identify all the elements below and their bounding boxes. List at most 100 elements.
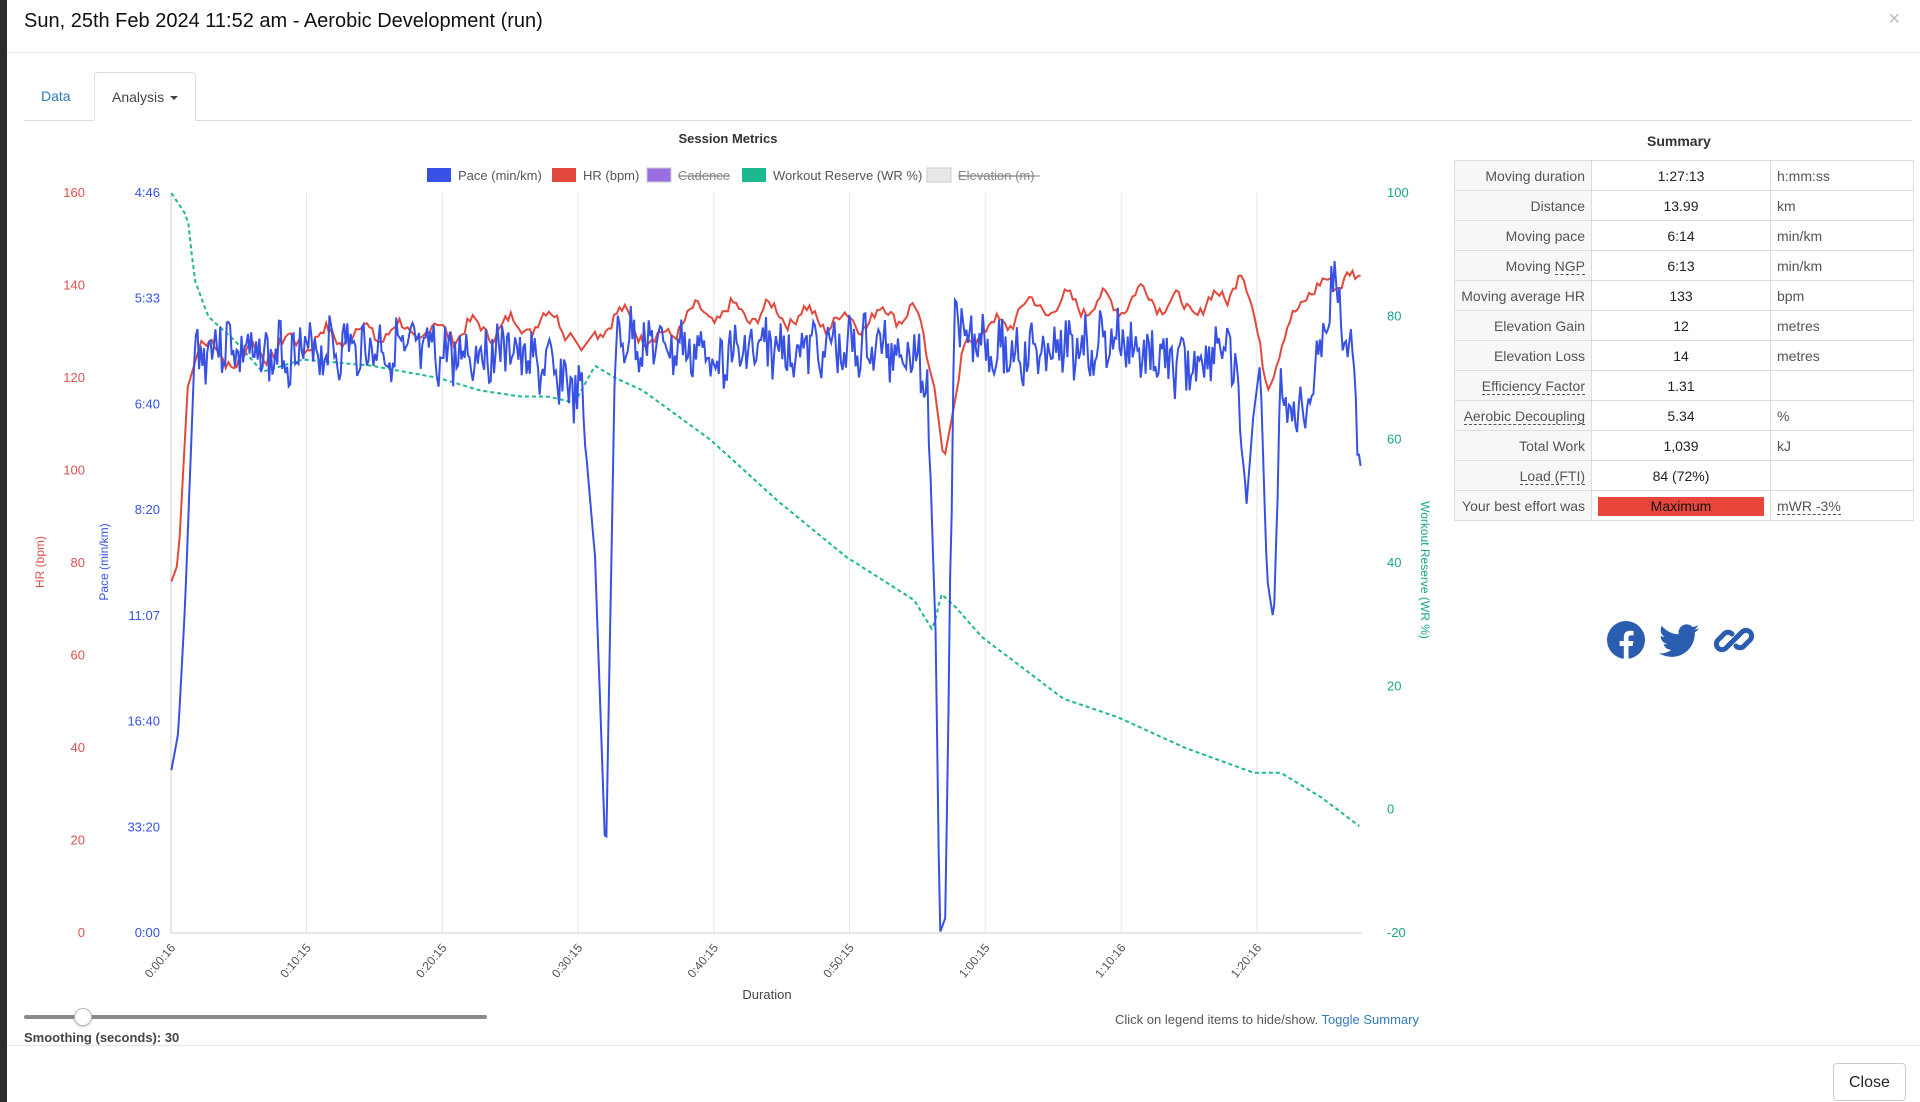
summary-label: Moving duration: [1454, 160, 1592, 191]
hr-tick-label: 140: [63, 278, 85, 293]
legend-swatch: [427, 168, 451, 182]
legend-label: Workout Reserve (WR %): [773, 168, 922, 183]
close-icon[interactable]: ×: [1888, 8, 1900, 30]
summary-value: 6:14: [1591, 220, 1771, 251]
tab-bar: Data Analysis: [24, 72, 1912, 121]
slider-handle[interactable]: [74, 1008, 92, 1026]
summary-label: Distance: [1454, 190, 1592, 221]
summary-table: Moving duration 1:27:13 h:mm:ss Distance 13.…: [1454, 160, 1914, 521]
x-tick-label: 0:30:15: [549, 941, 586, 981]
tooltip-term[interactable]: Aerobic Decoupling: [1463, 408, 1585, 425]
facebook-icon[interactable]: [1607, 621, 1645, 659]
tab-data-label: Data: [41, 88, 71, 104]
legend-label: HR (bpm): [583, 168, 639, 183]
twitter-icon[interactable]: [1659, 624, 1699, 658]
hr-tick-label: 40: [71, 740, 85, 755]
summary-value: 133: [1591, 280, 1771, 311]
summary-label: Efficiency Factor: [1454, 370, 1592, 401]
summary-label: Moving NGP: [1454, 250, 1592, 281]
smoothing-label: Smoothing (seconds): 30: [24, 1030, 180, 1045]
summary-value: 12: [1591, 310, 1771, 341]
link-icon[interactable]: [1714, 620, 1754, 660]
effort-badge: Maximum: [1598, 497, 1764, 516]
smoothing-slider[interactable]: [24, 1008, 487, 1026]
legend-item[interactable]: HR (bpm): [552, 168, 639, 183]
toggle-summary-link[interactable]: Toggle Summary: [1321, 1012, 1419, 1027]
summary-row: Elevation Gain 12 metres: [1454, 310, 1914, 341]
tab-analysis-label: Analysis: [112, 89, 165, 105]
summary-label: Load (FTI): [1454, 460, 1592, 491]
chart-gridlines: [170, 193, 1362, 934]
hr-axis-title: HR (bpm): [33, 536, 47, 588]
summary-row: Load (FTI) 84 (72%): [1454, 460, 1914, 491]
summary-row: Aerobic Decoupling 5.34%: [1454, 400, 1914, 431]
modal-header: Sun, 25th Feb 2024 11:52 am - Aerobic De…: [7, 0, 1920, 53]
hr-tick-label: 160: [63, 185, 85, 200]
close-button[interactable]: Close: [1833, 1063, 1906, 1101]
pace-axis: 4:46 5:33 6:40 8:20 11:07 16:40 33:20 0:00: [127, 185, 160, 940]
summary-row: Moving duration 1:27:13 h:mm:ss: [1454, 160, 1914, 191]
legend-item[interactable]: Cadence: [646, 167, 730, 183]
wr-axis: 100 80 60 40 20 0 -20: [1387, 185, 1409, 940]
hr-tick-label: 80: [71, 555, 85, 570]
summary-row: Elevation Loss 14 metres: [1454, 340, 1914, 371]
x-tick-label: 1:00:15: [956, 941, 993, 981]
summary-value: 6:13: [1591, 250, 1771, 281]
summary-unit: [1770, 460, 1914, 491]
tooltip-term[interactable]: Load (FTI): [1519, 468, 1585, 485]
summary-unit: min/km: [1770, 220, 1914, 251]
legend-hint-text: Click on legend items to hide/show.: [1115, 1012, 1319, 1027]
tooltip-term[interactable]: Efficiency Factor: [1481, 378, 1585, 395]
tooltip-term[interactable]: NGP: [1554, 258, 1585, 275]
legend-hint: Click on legend items to hide/show. Togg…: [1115, 1012, 1419, 1027]
hr-tick-label: 120: [63, 370, 85, 385]
x-tick-label: 0:50:15: [820, 941, 857, 981]
legend-item[interactable]: Pace (min/km): [427, 168, 542, 183]
hr-series-line: [170, 268, 1361, 582]
legend-label: Pace (min/km): [458, 168, 542, 183]
wr-series-line: [170, 192, 1360, 827]
pace-tick-label: 6:40: [135, 396, 160, 411]
summary-label: Your best effort was: [1454, 490, 1592, 521]
x-axis: 0:00:16 0:10:15 0:20:15 0:30:15 0:40:15 0:50:…: [142, 941, 1265, 981]
legend-item[interactable]: Elevation (m): [926, 167, 1040, 183]
chart-legend: Pace (min/km) HR (bpm) Cadence Workout Rese…: [427, 167, 1040, 183]
session-metrics-chart: Session Metrics Pace (min/km) HR (bpm) Cad…: [33, 131, 1432, 1002]
summary-unit: [1770, 370, 1914, 401]
wr-tick-label: 20: [1387, 678, 1401, 693]
hr-tick-label: 0: [78, 925, 85, 940]
caret-down-icon: [170, 96, 179, 101]
tab-analysis[interactable]: Analysis: [94, 72, 197, 121]
summary-unit: metres: [1770, 340, 1914, 371]
summary-value: 5.34: [1591, 400, 1771, 431]
summary-value: Maximum: [1591, 490, 1771, 521]
x-tick-label: 0:00:16: [142, 941, 179, 981]
pace-axis-title: Pace (min/km): [97, 523, 111, 600]
hr-axis: 160 140 120 100 80 60 40 20 0: [63, 185, 85, 940]
pace-series-line: [170, 261, 1362, 932]
hr-tick-label: 60: [71, 648, 85, 663]
summary-unit: kJ: [1770, 430, 1914, 461]
pace-tick-label: 33:20: [127, 819, 160, 834]
tab-data[interactable]: Data: [24, 72, 88, 120]
summary-label: Aerobic Decoupling: [1454, 400, 1592, 431]
summary-unit: metres: [1770, 310, 1914, 341]
legend-swatch: [926, 167, 952, 183]
legend-swatch: [646, 167, 672, 183]
legend-item[interactable]: Workout Reserve (WR %): [742, 168, 922, 183]
summary-row: Distance 13.99 km: [1454, 190, 1914, 221]
x-axis-title: Duration: [742, 987, 791, 1002]
pace-tick-label: 8:20: [135, 502, 160, 517]
summary-value: 1,039: [1591, 430, 1771, 461]
summary-unit: km: [1770, 190, 1914, 221]
pace-tick-label: 5:33: [135, 291, 160, 306]
summary-row: Your best effort was Maximum mWR -3%: [1454, 490, 1914, 521]
summary-unit: bpm: [1770, 280, 1914, 311]
summary-unit: %: [1770, 400, 1914, 431]
session-modal: Sun, 25th Feb 2024 11:52 am - Aerobic De…: [7, 0, 1920, 1102]
modal-footer-divider: [7, 1045, 1920, 1046]
legend-swatch: [552, 168, 576, 182]
pace-tick-label: 0:00: [135, 925, 160, 940]
pace-tick-label: 16:40: [127, 714, 160, 729]
tooltip-term[interactable]: mWR -3%: [1777, 498, 1841, 515]
